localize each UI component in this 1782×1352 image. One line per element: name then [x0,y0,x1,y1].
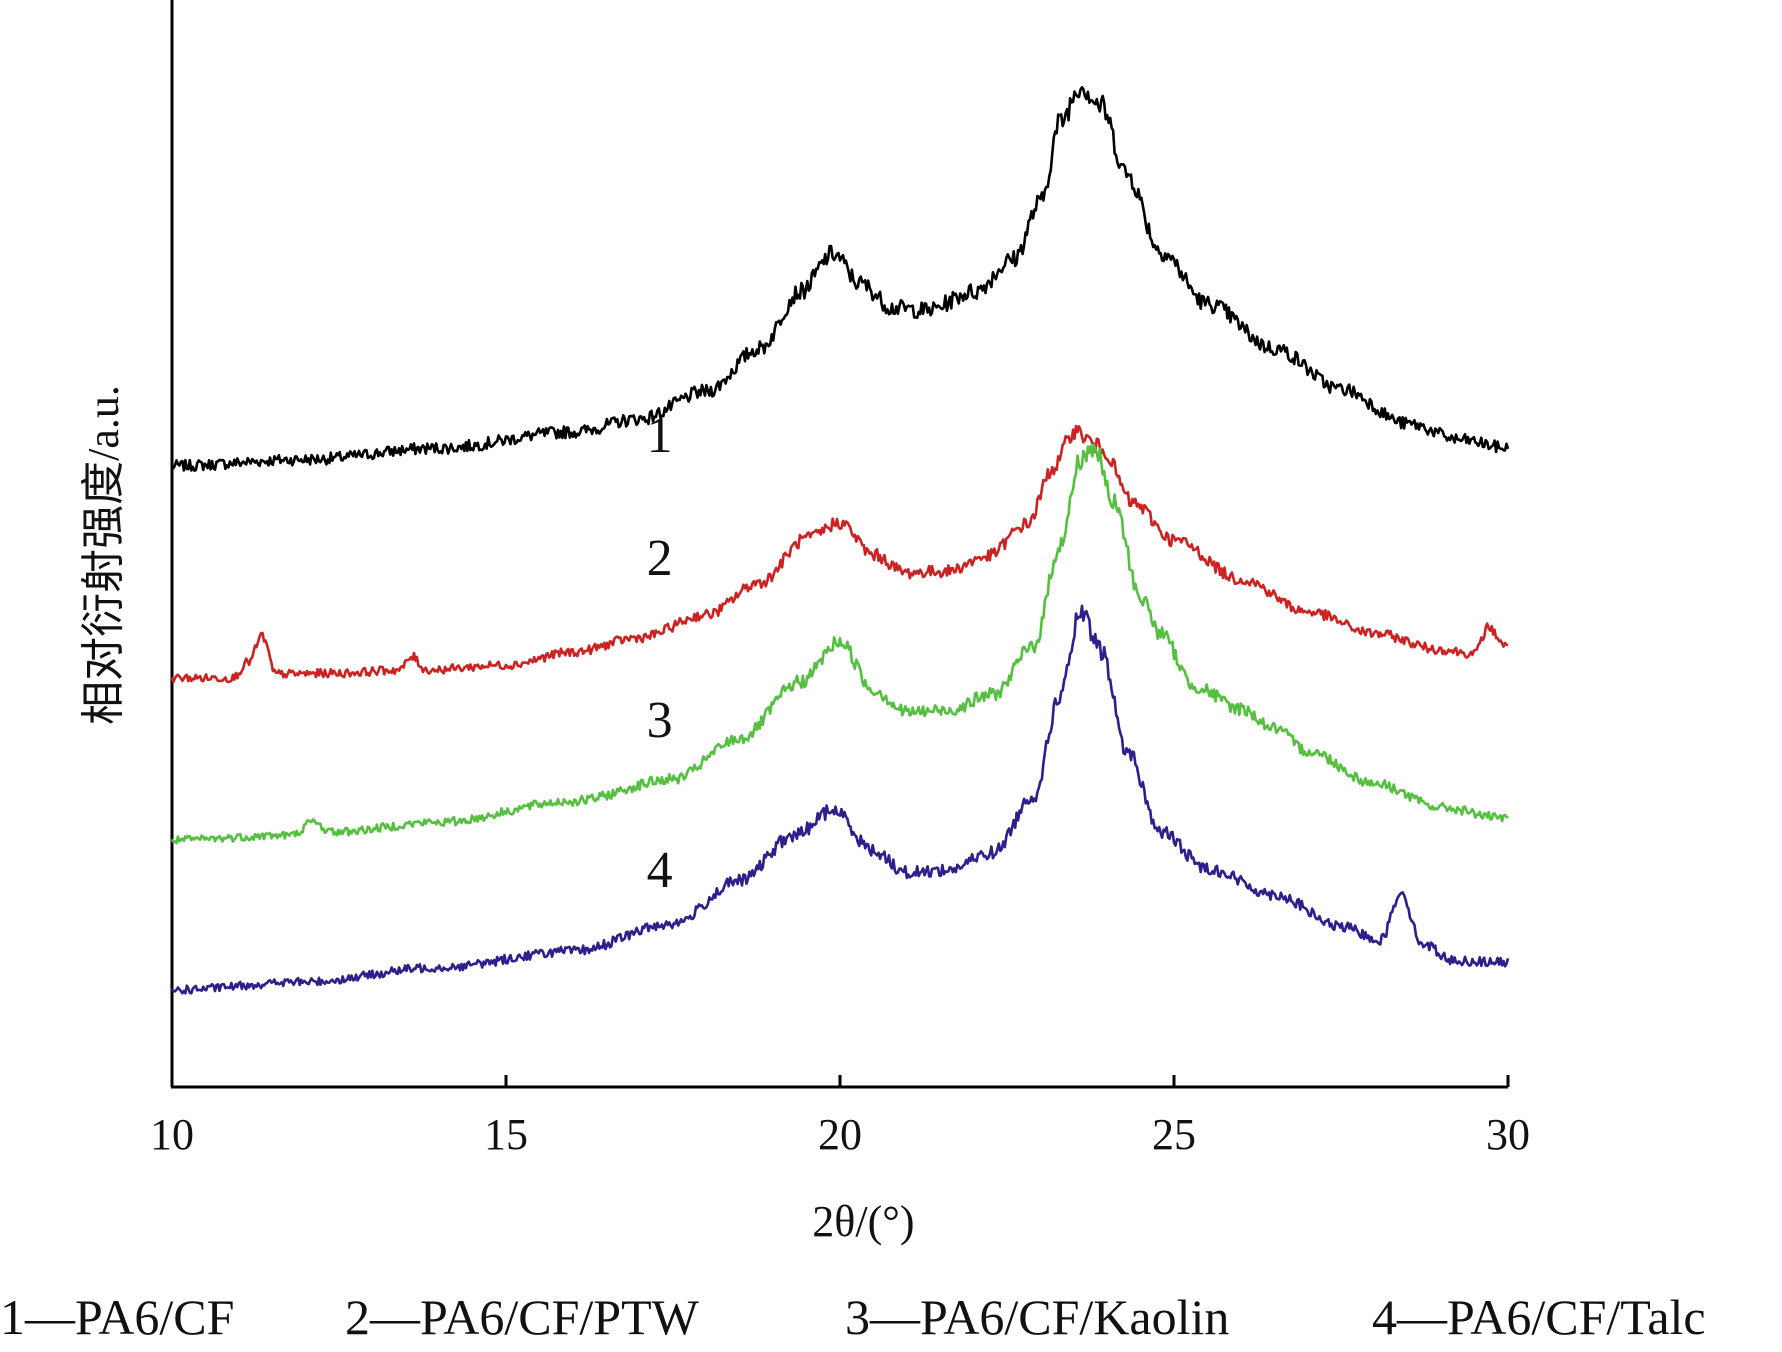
x-tick-label: 25 [1152,1110,1196,1159]
curve-label-4: 4 [647,842,673,899]
curve-labels: 1 2 3 4 [647,407,673,899]
series-group [170,86,1510,995]
series-line-1 [170,86,1510,472]
series-line-4 [170,604,1510,995]
curve-label-1: 1 [647,407,673,464]
series-line-2 [170,424,1509,684]
plot-area: 10 15 20 25 30 1 2 3 4 [150,0,1530,1159]
curve-label-3: 3 [647,692,673,749]
legend: 1—PA6/CF 2—PA6/CF/PTW 3—PA6/CF/Kaolin 4—PA6… [0,1289,1706,1345]
x-axis-title: 2θ/(°) [812,1197,914,1246]
curve-label-2: 2 [647,530,673,587]
x-tick-label: 15 [484,1110,528,1159]
legend-entry-4: 4—PA6/CF/Talc [1372,1289,1706,1345]
x-tick-label: 10 [150,1110,194,1159]
series-line-3 [170,443,1509,845]
legend-entry-3: 3—PA6/CF/Kaolin [845,1289,1229,1345]
x-tick-label: 20 [818,1110,862,1159]
legend-entry-2: 2—PA6/CF/PTW [345,1289,700,1345]
y-axis-title: 相对衍射强度/a.u. [79,385,128,725]
legend-entry-1: 1—PA6/CF [0,1289,234,1345]
x-axis-ticks: 10 15 20 25 30 [150,1075,1530,1159]
x-tick-label: 30 [1486,1110,1530,1159]
